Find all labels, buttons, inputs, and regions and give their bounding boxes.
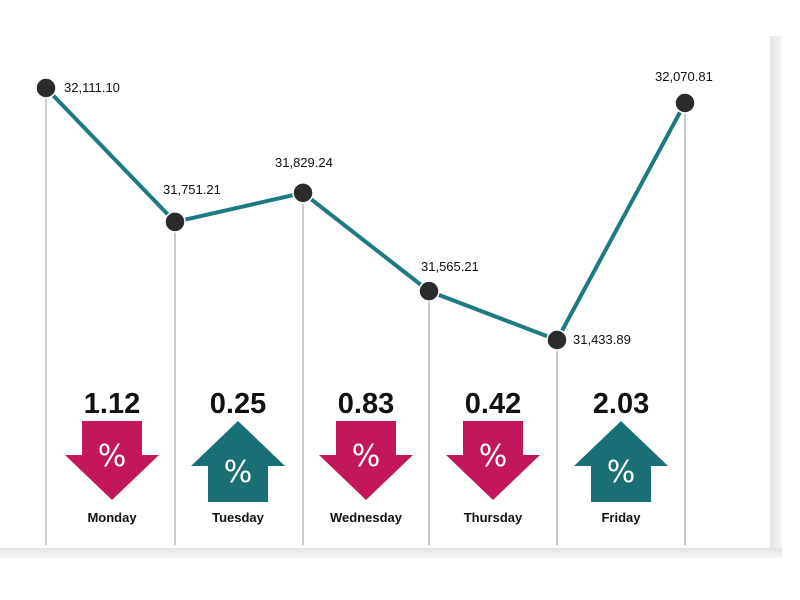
page-shadow-edge bbox=[770, 36, 782, 556]
percent-sign-2: % bbox=[352, 439, 381, 474]
data-point-1 bbox=[164, 211, 186, 233]
point-label-1: 31,751.21 bbox=[163, 182, 221, 197]
data-point-3 bbox=[418, 280, 440, 302]
day-label-4: Friday bbox=[601, 510, 641, 525]
markers-group bbox=[35, 77, 696, 351]
point-label-2: 31,829.24 bbox=[275, 155, 333, 170]
arrow-up-icon bbox=[191, 421, 285, 502]
percent-sign-3: % bbox=[479, 439, 508, 474]
percent-sign-1: % bbox=[224, 455, 253, 490]
series-segment-4 bbox=[555, 100, 687, 342]
change-value-0: 1.12 bbox=[84, 388, 140, 420]
series-line-group bbox=[44, 86, 687, 342]
day-label-2: Wednesday bbox=[330, 510, 403, 525]
percent-sign-0: % bbox=[98, 439, 127, 474]
daily-changes-group: 1.12% Monday 0.25% Tuesday 0.83% Wednesday 0.4… bbox=[65, 388, 668, 525]
change-value-3: 0.42 bbox=[465, 388, 521, 420]
series-segment-3 bbox=[427, 289, 559, 342]
change-value-1: 0.25 bbox=[210, 388, 266, 420]
point-label-0: 32,111.10 bbox=[64, 80, 120, 95]
point-labels-group: 32,111.10 31,751.21 31,829.24 31,565.21 31,4… bbox=[64, 69, 713, 347]
point-label-5: 32,070.81 bbox=[655, 69, 713, 84]
series-segment-1 bbox=[173, 190, 305, 224]
data-point-4 bbox=[546, 329, 568, 351]
series-segment-0 bbox=[44, 86, 177, 224]
series-segment-2 bbox=[301, 190, 431, 294]
change-value-2: 0.83 bbox=[338, 388, 394, 420]
change-value-4: 2.03 bbox=[593, 388, 649, 420]
data-point-2 bbox=[292, 182, 314, 204]
data-point-0 bbox=[35, 77, 57, 99]
page-shadow-bottom bbox=[0, 548, 782, 558]
gridlines bbox=[45, 88, 686, 545]
arrow-up-icon bbox=[574, 421, 668, 502]
arrow-down-icon bbox=[65, 421, 159, 500]
day-label-0: Monday bbox=[87, 510, 137, 525]
arrow-down-icon bbox=[446, 421, 540, 500]
day-label-3: Thursday bbox=[464, 510, 523, 525]
percent-sign-4: % bbox=[607, 455, 636, 490]
data-point-5 bbox=[674, 92, 696, 114]
point-label-4: 31,433.89 bbox=[573, 332, 631, 347]
arrow-down-icon bbox=[319, 421, 413, 500]
day-label-1: Tuesday bbox=[212, 510, 265, 525]
point-label-3: 31,565.21 bbox=[421, 259, 479, 274]
